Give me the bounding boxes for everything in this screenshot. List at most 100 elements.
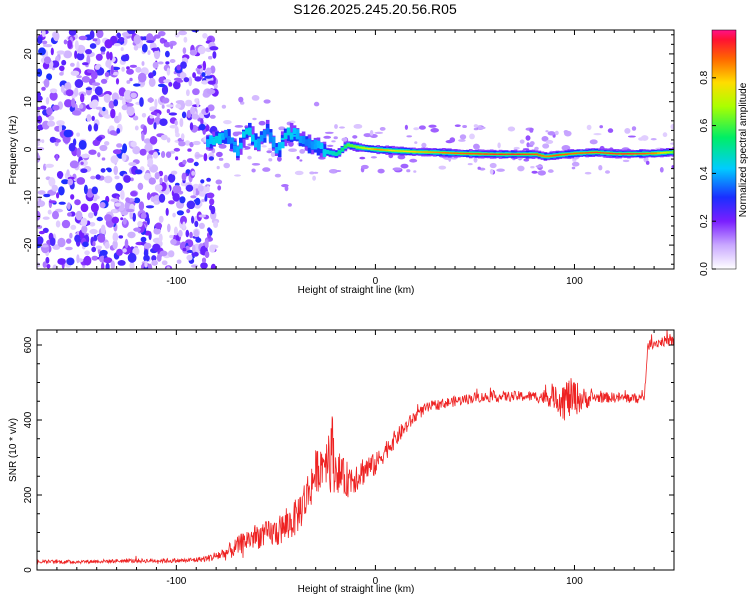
noise-blob xyxy=(197,185,204,192)
ridge-cell xyxy=(639,153,643,155)
noise-blob xyxy=(143,242,152,249)
noise-blob xyxy=(174,120,178,126)
noise-blob xyxy=(215,179,223,185)
noise-blob xyxy=(81,76,91,83)
noise-blob xyxy=(80,93,85,103)
ridge-cell xyxy=(221,137,225,139)
noise-blob xyxy=(37,142,41,147)
noise-blob xyxy=(201,257,207,263)
noise-blob xyxy=(37,111,40,117)
noise-blob xyxy=(125,197,131,203)
ridge-cell xyxy=(367,148,371,150)
noise-blob xyxy=(140,212,147,219)
ridge-cell xyxy=(292,130,297,134)
ridge-cell xyxy=(657,152,661,154)
noise-blob xyxy=(109,130,117,136)
noise-blob xyxy=(99,249,108,256)
noise-blob xyxy=(631,126,637,131)
ridge-cell xyxy=(540,155,545,157)
noise-blob xyxy=(143,125,147,135)
noise-blob xyxy=(191,113,200,120)
ridge-cell xyxy=(433,151,437,153)
noise-blob xyxy=(41,30,46,38)
noise-blob xyxy=(252,117,257,121)
noise-blob xyxy=(174,33,180,38)
noise-blob xyxy=(430,128,440,133)
noise-blob xyxy=(258,120,266,126)
ridge-cell xyxy=(537,154,542,156)
noise-blob xyxy=(331,140,336,143)
noise-blob xyxy=(46,107,53,116)
noise-blob xyxy=(529,127,534,133)
noise-blob xyxy=(176,259,182,264)
snr-series-line xyxy=(37,330,674,565)
noise-blob xyxy=(418,125,426,130)
ridge-cell xyxy=(265,128,270,132)
noise-blob xyxy=(190,195,197,199)
noise-blob xyxy=(537,170,546,176)
noise-blob xyxy=(392,167,402,171)
noise-blob xyxy=(163,174,169,183)
ridge-cell xyxy=(603,152,607,154)
noise-blob xyxy=(333,136,338,140)
noise-blob xyxy=(187,148,192,152)
noise-blob xyxy=(92,38,98,42)
ridge-cell xyxy=(355,146,360,148)
noise-blob xyxy=(125,208,135,213)
noise-blob xyxy=(251,163,261,166)
noise-blob xyxy=(312,175,316,181)
ridge-cell xyxy=(242,133,246,137)
ridge-cell xyxy=(218,138,222,141)
ridge-cell xyxy=(215,135,219,138)
ridge-cell xyxy=(364,147,369,149)
noise-blob xyxy=(192,140,201,146)
y-tick-label: 20 xyxy=(23,48,34,60)
noise-blob xyxy=(153,34,161,39)
noise-blob xyxy=(195,237,202,243)
y-tick-label: 0 xyxy=(23,567,34,573)
noise-blob xyxy=(55,138,61,143)
noise-blob xyxy=(161,151,166,158)
noise-blob xyxy=(143,254,150,262)
noise-blob xyxy=(110,260,115,269)
noise-blob xyxy=(118,235,124,239)
noise-blob xyxy=(130,191,138,197)
ridge-cell xyxy=(663,152,667,154)
noise-blob xyxy=(96,30,104,39)
noise-blob xyxy=(110,198,119,202)
ridge-cell xyxy=(534,153,539,155)
noise-blob xyxy=(121,104,128,111)
noise-blob xyxy=(217,185,222,191)
noise-blob xyxy=(41,86,46,91)
noise-blob xyxy=(84,250,90,256)
ridge-cell xyxy=(304,143,309,146)
noise-blob xyxy=(59,72,64,76)
noise-blob xyxy=(193,161,199,167)
noise-blob xyxy=(109,51,113,61)
ridge-cell xyxy=(480,153,485,155)
ridge-cell xyxy=(328,152,333,154)
ridge-cell xyxy=(460,152,464,155)
noise-blob xyxy=(110,155,119,164)
ridge-cell xyxy=(254,141,258,144)
ridge-cell xyxy=(489,153,494,155)
noise-blob xyxy=(547,131,556,136)
noise-blob xyxy=(91,246,97,253)
ridge-cell xyxy=(660,152,664,154)
ridge-cell xyxy=(627,153,631,155)
noise-blob xyxy=(545,139,554,144)
ridge-cell xyxy=(373,148,377,150)
noise-blob xyxy=(369,130,374,136)
noise-blob xyxy=(101,157,106,161)
ridge-cell xyxy=(298,140,303,142)
ridge-cell xyxy=(624,153,628,155)
noise-blob xyxy=(212,51,217,59)
spectrogram-noise xyxy=(37,30,674,269)
noise-blob xyxy=(268,158,273,162)
noise-blob xyxy=(75,210,83,221)
noise-blob xyxy=(157,61,164,65)
noise-blob xyxy=(92,85,96,92)
noise-blob xyxy=(206,185,210,193)
noise-blob xyxy=(126,106,135,116)
noise-blob xyxy=(117,260,126,266)
